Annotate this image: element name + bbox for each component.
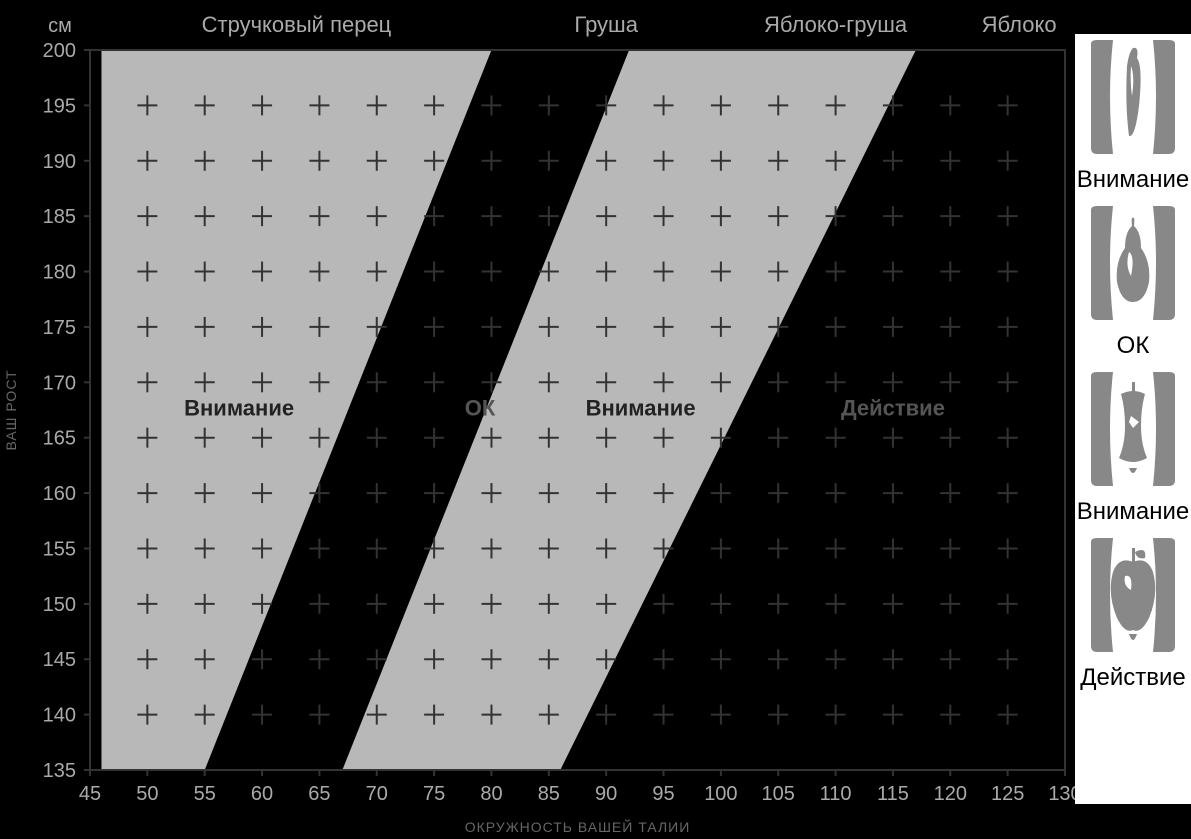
pepper-icon [1085, 36, 1181, 162]
legend-item-apple: Действие [1075, 532, 1191, 698]
x-tick-label: 125 [991, 783, 1024, 805]
top-category-label: Яблоко [982, 12, 1057, 37]
legend-label: Действие [1080, 664, 1186, 692]
y-tick-label: 160 [43, 483, 76, 505]
legend-label: ОК [1117, 332, 1150, 360]
x-tick-label: 105 [762, 783, 795, 805]
legend-item-pepper: Внимание [1075, 34, 1191, 200]
x-tick-label: 120 [934, 783, 967, 805]
legend-panel: Внимание ОК Внимание Действие [1075, 34, 1191, 804]
y-tick-label: 200 [43, 40, 76, 62]
legend-icon-wrap [1083, 200, 1183, 330]
x-tick-label: 110 [820, 783, 852, 805]
legend-item-apple-core: Внимание [1075, 366, 1191, 532]
y-tick-label: 145 [43, 649, 76, 671]
legend-item-pear: ОК [1075, 200, 1191, 366]
zone-label-action: Действие [841, 396, 945, 421]
top-category-label: Стручковый перец [202, 12, 392, 37]
x-tick-label: 70 [366, 783, 388, 805]
x-tick-label: 65 [308, 783, 330, 805]
zone-label-attention-mid: Внимание [586, 396, 696, 421]
apple-icon [1085, 534, 1181, 660]
y-tick-label: 135 [43, 760, 76, 782]
legend-icon-wrap [1083, 34, 1183, 164]
x-tick-label: 115 [877, 783, 909, 805]
y-tick-label: 185 [43, 206, 76, 228]
x-tick-label: 75 [423, 783, 445, 805]
x-tick-label: 50 [136, 783, 158, 805]
legend-label: Внимание [1077, 498, 1190, 526]
body-shape-chart: 45 50 55 60 65 70 75 80 85 90 95 100 105 110 115 120 125… [0, 0, 1191, 839]
y-unit-label: см [48, 15, 72, 37]
x-tick-label: 85 [538, 783, 560, 805]
y-tick-label: 195 [43, 95, 76, 117]
y-tick-label: 180 [43, 262, 76, 284]
x-tick-label: 60 [251, 783, 273, 805]
y-tick-label: 175 [43, 317, 76, 339]
legend-icon-wrap [1083, 532, 1183, 662]
zone-label-ok: ОК [465, 396, 496, 421]
legend-icon-wrap [1083, 366, 1183, 496]
x-tick-label: 95 [652, 783, 674, 805]
top-category-label: Груша [574, 12, 638, 37]
legend-label: Внимание [1077, 166, 1190, 194]
y-tick-label: 165 [43, 428, 76, 450]
y-tick-label: 140 [43, 705, 76, 727]
x-tick-label: 90 [595, 783, 617, 805]
y-tick-label: 170 [43, 372, 76, 394]
y-tick-label: 190 [43, 151, 76, 173]
y-tick-label: 150 [43, 594, 76, 616]
x-tick-label: 80 [480, 783, 502, 805]
zone-label-attention-left: Внимание [184, 396, 294, 421]
apple-core-icon [1085, 368, 1181, 494]
x-tick-label: 45 [79, 783, 101, 805]
y-tick-label: 155 [43, 538, 76, 560]
x-tick-label: 55 [194, 783, 216, 805]
y-axis-title: ВАШ РОСТ [3, 369, 19, 450]
x-axis-title: ОКРУЖНОСТЬ ВАШЕЙ ТАЛИИ [465, 818, 691, 835]
x-tick-label: 100 [704, 783, 737, 805]
top-category-label: Яблоко-груша [764, 12, 908, 37]
pear-icon [1085, 202, 1181, 328]
